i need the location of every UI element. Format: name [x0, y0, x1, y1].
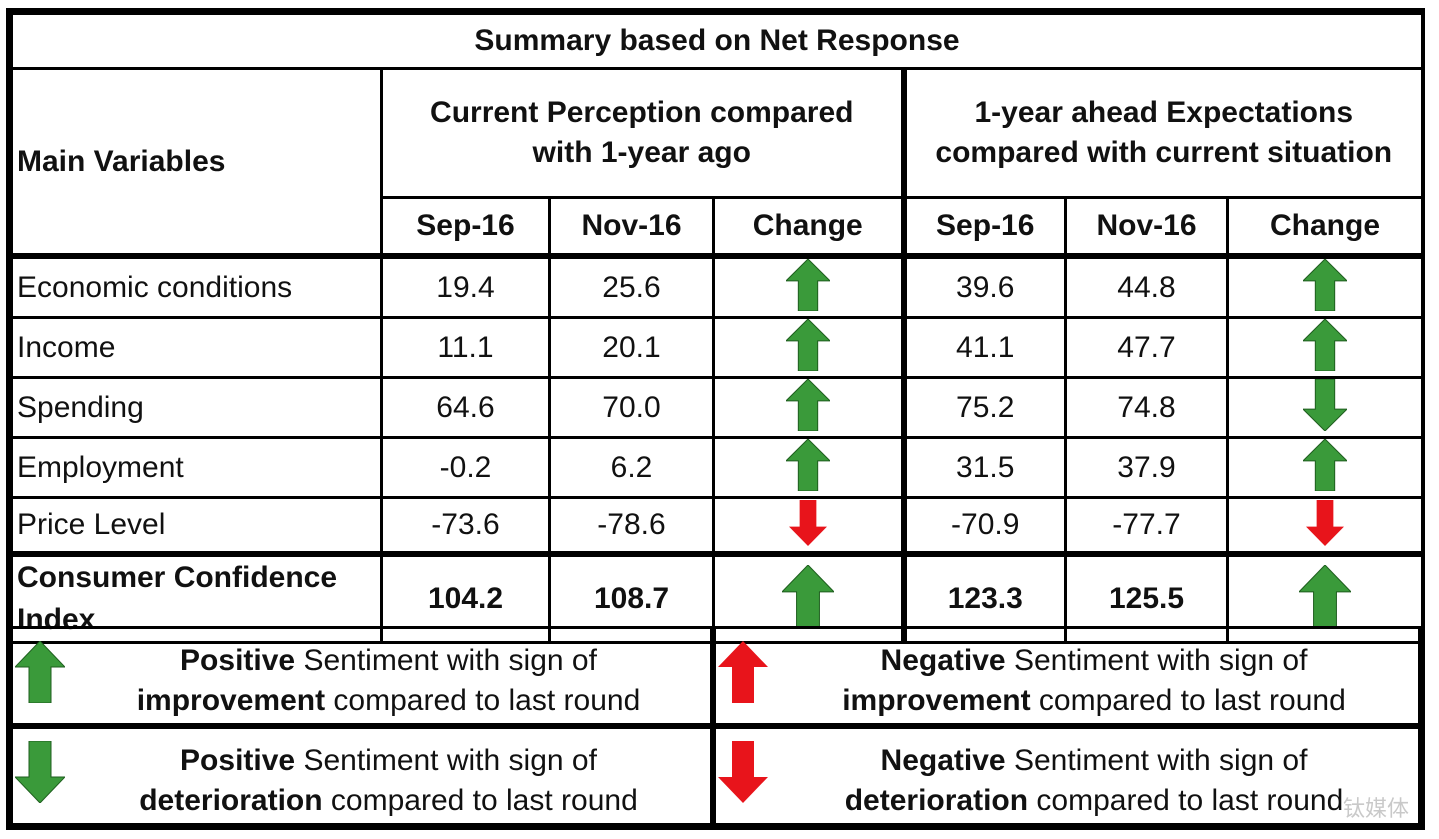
main-variables-header: Main Variables [10, 67, 383, 258]
table-row: Employment -0.2 6.2 31.5 37.9 [10, 436, 1425, 499]
current-nov-value: 25.6 [548, 253, 715, 319]
current-nov-value: -78.6 [548, 496, 715, 556]
current-perception-header: Current Perception compared with 1-year … [380, 67, 905, 199]
row-label: Spending [10, 376, 383, 439]
current-change-cell [712, 253, 905, 319]
red-up-arrow-icon [718, 641, 768, 711]
row-label: Economic conditions [10, 253, 383, 319]
expect-sep-value: 39.6 [900, 253, 1067, 319]
current-change-cell [712, 316, 905, 379]
green-up-arrow-icon [784, 318, 831, 372]
red-down-arrow-icon [718, 741, 768, 803]
red-down-arrow-icon [788, 499, 827, 546]
current-sep-value: 11.1 [380, 316, 551, 379]
red-down-arrow-icon [1306, 499, 1344, 546]
row-label: Price Level [10, 496, 383, 556]
legend-row-improvement: Positive Sentiment with sign of improveme… [10, 626, 1421, 726]
green-up-arrow-icon [13, 640, 67, 711]
legend-row-deterioration: Positive Sentiment with sign of deteriora… [10, 726, 1421, 826]
red-down-arrow-icon [718, 741, 768, 811]
current-sep-header: Sep-16 [380, 196, 551, 258]
expect-nov-value: 47.7 [1064, 316, 1229, 379]
green-down-arrow-icon [13, 740, 67, 804]
table-row: Economic conditions 19.4 25.6 39.6 44.8 [10, 253, 1425, 319]
expect-sep-value: 41.1 [900, 316, 1067, 379]
legend-positive-deterioration: Positive Sentiment with sign of deteriora… [10, 726, 713, 826]
green-up-arrow-icon [784, 258, 831, 312]
expect-sep-value: -70.9 [900, 496, 1067, 556]
green-down-arrow-icon [1301, 378, 1349, 432]
expect-nov-value: 37.9 [1064, 436, 1229, 499]
expect-sep-value: 75.2 [900, 376, 1067, 439]
expect-change-cell [1225, 376, 1425, 439]
current-nov-value: 70.0 [548, 376, 715, 439]
green-down-arrow-icon [13, 740, 67, 811]
current-nov-header: Nov-16 [548, 196, 715, 258]
expect-sep-value: 31.5 [900, 436, 1067, 499]
current-change-cell [712, 496, 905, 556]
current-nov-value: 20.1 [548, 316, 715, 379]
legend-negative-improvement: Negative Sentiment with sign of improveme… [713, 626, 1421, 726]
legend-negative-deterioration: Negative Sentiment with sign of deteriora… [713, 726, 1421, 826]
expect-change-cell [1225, 496, 1425, 556]
current-sep-value: 19.4 [380, 253, 551, 319]
summary-table: Summary based on Net Response Main Varia… [9, 12, 1425, 644]
green-up-arrow-icon [780, 563, 835, 629]
table-row: Price Level -73.6 -78.6 -70.9 -77.7 [10, 496, 1425, 556]
green-up-arrow-icon [1297, 563, 1353, 629]
green-up-arrow-icon [784, 378, 831, 432]
expect-change-header: Change [1225, 196, 1425, 258]
red-up-arrow-icon [718, 641, 768, 703]
green-up-arrow-icon [1301, 318, 1349, 372]
table-row: Spending 64.6 70.0 75.2 74.8 [10, 376, 1425, 439]
expect-nov-header: Nov-16 [1064, 196, 1229, 258]
table-row: Income 11.1 20.1 41.1 47.7 [10, 316, 1425, 379]
expectations-header: 1-year ahead Expectations compared with … [900, 67, 1425, 199]
green-up-arrow-icon [1301, 438, 1349, 492]
green-up-arrow-icon [13, 640, 67, 704]
current-sep-value: -73.6 [380, 496, 551, 556]
expect-sep-header: Sep-16 [900, 196, 1067, 258]
green-up-arrow-icon [1301, 258, 1349, 312]
expect-change-cell [1225, 316, 1425, 379]
green-up-arrow-icon [784, 438, 831, 492]
expect-nov-value: 74.8 [1064, 376, 1229, 439]
current-change-header: Change [712, 196, 905, 258]
current-nov-value: 6.2 [548, 436, 715, 499]
current-sep-value: 64.6 [380, 376, 551, 439]
expect-nov-value: -77.7 [1064, 496, 1229, 556]
row-label: Employment [10, 436, 383, 499]
current-change-cell [712, 436, 905, 499]
current-sep-value: -0.2 [380, 436, 551, 499]
table-title: Summary based on Net Response [9, 12, 1425, 70]
expect-change-cell [1225, 253, 1425, 319]
current-change-cell [712, 376, 905, 439]
legend-positive-improvement: Positive Sentiment with sign of improveme… [10, 626, 713, 726]
row-label: Income [10, 316, 383, 379]
watermark-logo: 钛媒体 [1342, 797, 1409, 822]
expect-nov-value: 44.8 [1064, 253, 1229, 319]
expect-change-cell [1225, 436, 1425, 499]
summary-table-frame: Summary based on Net Response Main Varia… [6, 8, 1425, 830]
